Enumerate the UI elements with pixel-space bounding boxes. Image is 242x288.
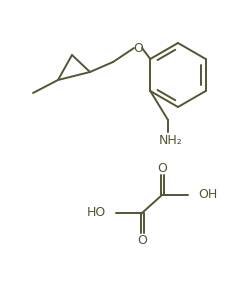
Text: NH₂: NH₂ — [159, 134, 183, 147]
Text: HO: HO — [87, 206, 106, 219]
Text: O: O — [157, 162, 167, 175]
Text: O: O — [137, 234, 147, 247]
Text: O: O — [133, 41, 143, 54]
Text: OH: OH — [198, 189, 217, 202]
